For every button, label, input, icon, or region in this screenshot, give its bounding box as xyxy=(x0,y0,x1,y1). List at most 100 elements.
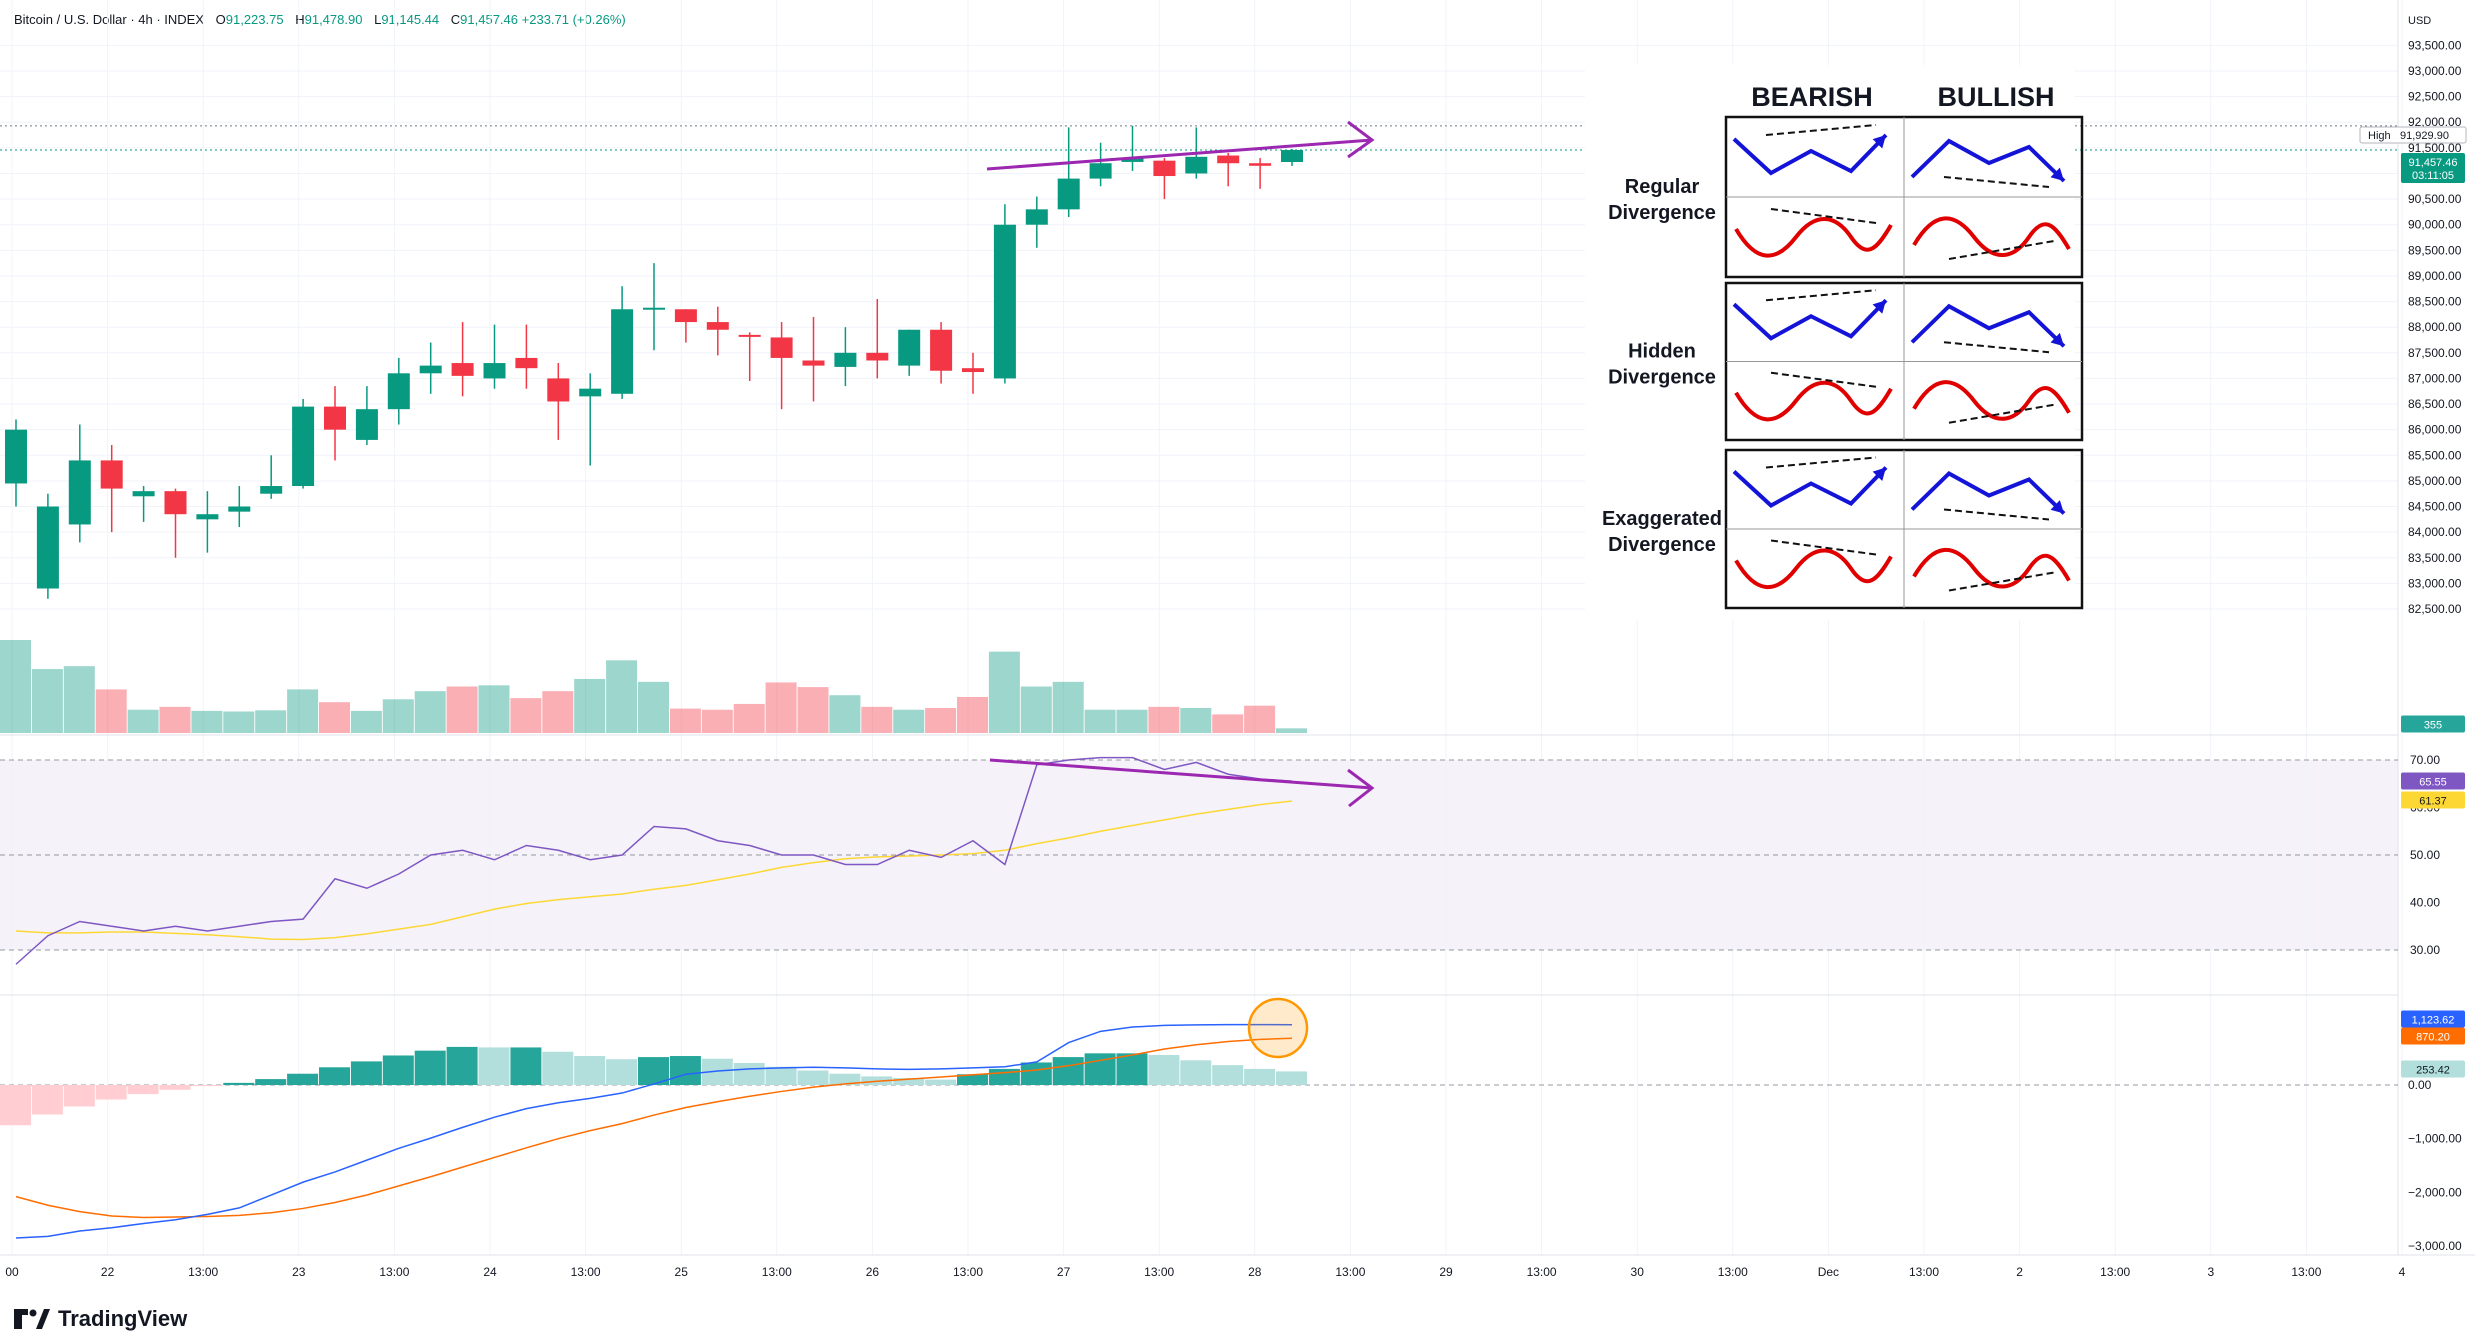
candle-body xyxy=(1281,150,1303,163)
candle xyxy=(1121,125,1144,171)
candle-body xyxy=(547,378,570,402)
macd-histogram-bar xyxy=(669,1056,701,1085)
volume-bar xyxy=(574,678,606,733)
highlight-circle xyxy=(1247,997,1309,1059)
symbol-title: Bitcoin / U.S. Dollar · 4h · INDEX xyxy=(14,12,204,27)
row-label: Divergence xyxy=(1608,367,1716,389)
volume-bar xyxy=(1148,706,1180,733)
open-value: 91,223.75 xyxy=(225,12,284,27)
macd-histogram-bar xyxy=(255,1079,287,1085)
oscillator-sketch xyxy=(1734,380,1893,422)
candle xyxy=(419,342,442,394)
candle-body xyxy=(930,329,953,371)
time-tick-label: 22 xyxy=(101,1265,115,1279)
badge-text: 1,123.62 xyxy=(2412,1015,2455,1027)
candle xyxy=(962,352,984,394)
volume-bar xyxy=(733,703,765,733)
volume-bar xyxy=(319,702,350,733)
candle-body xyxy=(1089,163,1112,179)
rsi-divergence-arrow xyxy=(989,758,1375,808)
candle-body xyxy=(962,368,984,373)
price-tick-label: 88,000.00 xyxy=(2408,320,2462,334)
tradingview-logo[interactable]: TradingView xyxy=(14,1306,187,1332)
macd-histogram-bar xyxy=(127,1085,159,1095)
candle xyxy=(387,357,410,425)
volume-bar xyxy=(446,686,478,733)
time-tick-label: 13:00 xyxy=(1909,1265,1939,1279)
time-tick-label: 13:00 xyxy=(2100,1265,2130,1279)
candle xyxy=(483,324,506,389)
time-tick-label: 13:00 xyxy=(1718,1265,1748,1279)
volume-bar xyxy=(0,640,31,733)
volume-bar xyxy=(1052,681,1084,733)
volume-bar xyxy=(988,651,1020,733)
candle xyxy=(1249,158,1272,189)
low-label: L xyxy=(374,12,382,27)
time-tick-label: 13:00 xyxy=(188,1265,218,1279)
histogram-badge: 253.42 xyxy=(2401,1060,2465,1078)
candle-body xyxy=(738,334,761,337)
volume-bar xyxy=(669,708,701,733)
macd-histogram-bar xyxy=(478,1047,510,1085)
time-tick-label: 25 xyxy=(675,1265,689,1279)
trend-dash xyxy=(1943,176,2050,188)
rsi-badge: 65.55 xyxy=(2401,772,2465,790)
candle xyxy=(68,424,91,543)
volume-bar xyxy=(861,706,893,733)
badge-bg xyxy=(2401,153,2465,183)
bearish-heading: BEARISH xyxy=(1751,82,1873,112)
volume-bar xyxy=(1180,708,1212,733)
macd-histogram-bar xyxy=(287,1073,319,1085)
trend-dash xyxy=(1943,341,2050,354)
change-value: +233.71 (+0.26%) xyxy=(521,12,626,27)
badge-bg xyxy=(2359,126,2467,144)
time-tick-label: 29 xyxy=(1439,1265,1453,1279)
macd-tick-label: −1,000.00 xyxy=(2408,1132,2462,1146)
price-tick-label: 87,500.00 xyxy=(2408,346,2462,360)
volume-bar xyxy=(1212,714,1244,733)
candle xyxy=(674,309,697,343)
candle xyxy=(611,286,634,399)
price-tick-label: 89,500.00 xyxy=(2408,243,2462,257)
price-tick-label: 92,500.00 xyxy=(2408,90,2462,104)
time-tick-label: 00 xyxy=(5,1265,19,1279)
macd-histogram-bar xyxy=(733,1062,765,1085)
volume-bar xyxy=(893,709,925,733)
candle-body xyxy=(260,486,283,494)
candle-body xyxy=(1217,155,1240,164)
candle-body xyxy=(1057,178,1080,210)
rsi-tick-label: 40.00 xyxy=(2410,896,2440,910)
candle-body xyxy=(451,363,474,376)
trend-dash xyxy=(1770,539,1877,556)
candle-body xyxy=(579,388,602,397)
macd-histogram-bar xyxy=(159,1085,191,1090)
high-badge: High 91,929.90 xyxy=(2359,126,2467,144)
tradingview-icon xyxy=(14,1309,50,1329)
macd-histogram-bar xyxy=(446,1046,478,1085)
volume-bar xyxy=(1244,705,1276,733)
macd-histogram-bar xyxy=(893,1078,925,1085)
time-tick-label: 28 xyxy=(1248,1265,1262,1279)
macd-line xyxy=(15,1023,1293,1239)
infographic-bg xyxy=(1585,65,2075,620)
time-tick-label: 13:00 xyxy=(1144,1265,1174,1279)
badge-bg xyxy=(2401,791,2465,809)
oscillator-sketch xyxy=(1734,548,1893,589)
trend-dash xyxy=(1765,456,1877,469)
time-tick-label: 4 xyxy=(2399,1265,2406,1279)
volume-bar xyxy=(925,708,957,733)
price-sketch xyxy=(1732,298,1888,341)
volume-bar xyxy=(159,706,191,733)
candle-body xyxy=(228,506,251,512)
trend-dash xyxy=(1943,508,2050,521)
price-sketch xyxy=(1910,303,2066,348)
price-tick-label: 83,000.00 xyxy=(2408,576,2462,590)
bullish-price-sketch xyxy=(1910,303,2066,354)
arrow-head xyxy=(1347,120,1375,159)
macd-histogram-bar xyxy=(223,1082,255,1085)
macd-histogram-bar xyxy=(1180,1060,1212,1085)
bearish-price-sketch xyxy=(1732,456,1888,508)
badge-text: 03:11:05 xyxy=(2412,170,2454,182)
oscillator-sketch xyxy=(1912,380,2071,421)
